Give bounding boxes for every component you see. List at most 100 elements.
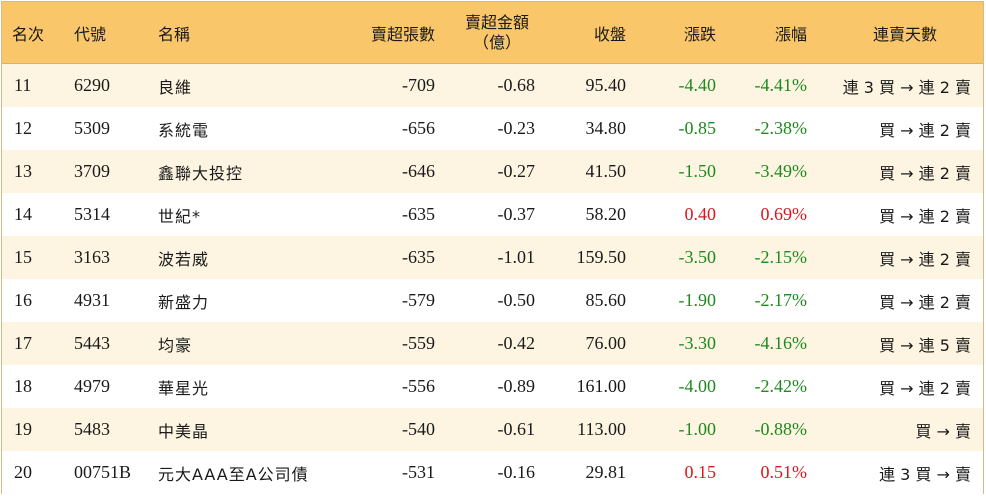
change-pct-cell: -2.15% <box>754 247 808 267</box>
close-cell: 29.81 <box>585 462 627 482</box>
change-pct-cell: -2.38% <box>754 118 808 138</box>
change-pct-cell: -2.42% <box>754 376 808 396</box>
change-pct-cell: -2.17% <box>754 290 808 310</box>
header-change[interactable]: 漲跌 <box>683 24 716 44</box>
close-cell: 95.40 <box>585 75 627 95</box>
header-sell-amount[interactable]: 賣超金額 （億） <box>435 13 535 53</box>
table-row[interactable]: 17 5443 均豪 -559 -0.42 76.00 -3.30 -4.16% 買 → 連 5… <box>2 322 983 365</box>
change-cell: -1.00 <box>678 419 717 439</box>
change-pct-cell: -3.49% <box>754 161 808 181</box>
close-cell: 58.20 <box>585 204 627 224</box>
table-body: 11 6290 良維 -709 -0.68 95.40 -4.40 -4.41% 連 3 買 →… <box>2 64 983 494</box>
name-cell[interactable]: 華星光 <box>158 378 210 398</box>
name-cell[interactable]: 均豪 <box>158 335 193 355</box>
change-pct-cell: -4.41% <box>754 75 808 95</box>
change-cell: -1.90 <box>678 290 717 310</box>
rank-cell: 17 <box>14 333 32 353</box>
sell-qty-cell: -709 <box>402 75 435 95</box>
header-sell-streak[interactable]: 連賣天數 <box>872 24 937 44</box>
sell-streak-cell: 買 → 連 2 賣 <box>879 163 971 183</box>
code-cell[interactable]: 4931 <box>74 290 110 310</box>
sell-qty-cell: -559 <box>402 333 435 353</box>
sell-amount-cell: -1.01 <box>497 247 536 267</box>
name-cell[interactable]: 新盛力 <box>158 292 210 312</box>
code-cell[interactable]: 5443 <box>74 333 110 353</box>
header-name[interactable]: 名稱 <box>158 24 191 44</box>
name-cell[interactable]: 世紀* <box>158 206 202 226</box>
table-header: 名次 代號 名稱 賣超張數 賣超金額 （億） 收盤 漲跌 漲幅 連賣天數 <box>2 2 983 64</box>
table-row[interactable]: 13 3709 鑫聯大投控 -646 -0.27 41.50 -1.50 -3.49% 買 → … <box>2 150 983 193</box>
name-cell[interactable]: 系統電 <box>158 120 210 140</box>
table-row[interactable]: 15 3163 波若威 -635 -1.01 159.50 -3.50 -2.15% 買 → 連… <box>2 236 983 279</box>
sell-qty-cell: -531 <box>402 462 435 482</box>
code-cell[interactable]: 3163 <box>74 247 110 267</box>
sell-qty-cell: -556 <box>402 376 435 396</box>
change-cell: 0.15 <box>684 462 717 482</box>
sell-amount-cell: -0.68 <box>497 75 536 95</box>
sell-streak-cell: 買 → 連 2 賣 <box>879 292 971 312</box>
sell-qty-cell: -635 <box>402 247 435 267</box>
table-row[interactable]: 19 5483 中美晶 -540 -0.61 113.00 -1.00 -0.88% 買 → 賣 <box>2 408 983 451</box>
change-cell: -3.50 <box>678 247 717 267</box>
header-sell-qty[interactable]: 賣超張數 <box>370 24 435 44</box>
table-row[interactable]: 20 00751B 元大AAA至A公司債 -531 -0.16 29.81 0.15 0.51… <box>2 451 983 494</box>
name-cell[interactable]: 鑫聯大投控 <box>158 163 244 183</box>
code-cell[interactable]: 3709 <box>74 161 110 181</box>
change-pct-cell: 0.69% <box>760 204 808 224</box>
rank-cell: 15 <box>14 247 32 267</box>
table-row[interactable]: 18 4979 華星光 -556 -0.89 161.00 -4.00 -2.42% 買 → 連… <box>2 365 983 408</box>
header-change-pct[interactable]: 漲幅 <box>774 24 807 44</box>
rank-cell: 19 <box>14 419 32 439</box>
code-cell[interactable]: 00751B <box>74 462 132 482</box>
change-pct-cell: -4.16% <box>754 333 808 353</box>
rank-cell: 13 <box>14 161 32 181</box>
sell-streak-cell: 買 → 賣 <box>915 421 971 441</box>
change-cell: -1.50 <box>678 161 717 181</box>
table-row[interactable]: 16 4931 新盛力 -579 -0.50 85.60 -1.90 -2.17% 買 → 連 … <box>2 279 983 322</box>
code-cell[interactable]: 5309 <box>74 118 110 138</box>
code-cell[interactable]: 6290 <box>74 75 110 95</box>
header-code[interactable]: 代號 <box>74 24 107 44</box>
sell-amount-cell: -0.16 <box>497 462 536 482</box>
code-cell[interactable]: 5483 <box>74 419 110 439</box>
code-cell[interactable]: 4979 <box>74 376 110 396</box>
change-pct-cell: -0.88% <box>754 419 808 439</box>
rank-cell: 18 <box>14 376 32 396</box>
sell-streak-cell: 買 → 連 5 賣 <box>879 335 971 355</box>
change-cell: 0.40 <box>684 204 717 224</box>
code-cell[interactable]: 5314 <box>74 204 110 224</box>
sell-streak-cell: 買 → 連 2 賣 <box>879 249 971 269</box>
close-cell: 76.00 <box>585 333 627 353</box>
name-cell[interactable]: 良維 <box>158 77 193 97</box>
change-cell: -4.00 <box>678 376 717 396</box>
rank-cell: 12 <box>14 118 32 138</box>
sell-qty-cell: -656 <box>402 118 435 138</box>
sell-qty-cell: -635 <box>402 204 435 224</box>
header-sell-amount-line1: 賣超金額 <box>464 12 529 32</box>
sell-qty-cell: -646 <box>402 161 435 181</box>
sell-amount-cell: -0.50 <box>497 290 536 310</box>
sell-amount-cell: -0.23 <box>497 118 536 138</box>
header-close[interactable]: 收盤 <box>593 24 626 44</box>
table-row[interactable]: 11 6290 良維 -709 -0.68 95.40 -4.40 -4.41% 連 3 買 →… <box>2 64 983 107</box>
rank-cell: 20 <box>14 462 32 482</box>
sell-streak-cell: 買 → 連 2 賣 <box>879 206 971 226</box>
name-cell[interactable]: 中美晶 <box>158 421 210 441</box>
change-cell: -0.85 <box>678 118 717 138</box>
name-cell[interactable]: 元大AAA至A公司債 <box>158 464 309 484</box>
header-sell-amount-line2: （億） <box>472 32 521 52</box>
rank-cell: 16 <box>14 290 32 310</box>
name-cell[interactable]: 波若威 <box>158 249 210 269</box>
close-cell: 159.50 <box>576 247 627 267</box>
table-row[interactable]: 12 5309 系統電 -656 -0.23 34.80 -0.85 -2.38% 買 → 連 … <box>2 107 983 150</box>
sell-qty-cell: -579 <box>402 290 435 310</box>
sell-streak-cell: 買 → 連 2 賣 <box>879 378 971 398</box>
sell-streak-cell: 連 3 買 → 連 2 賣 <box>842 77 971 97</box>
header-rank[interactable]: 名次 <box>12 24 45 44</box>
sell-amount-cell: -0.61 <box>497 419 536 439</box>
change-cell: -4.40 <box>678 75 717 95</box>
table-row[interactable]: 14 5314 世紀* -635 -0.37 58.20 0.40 0.69% 買 → 連 2 … <box>2 193 983 236</box>
close-cell: 41.50 <box>585 161 627 181</box>
close-cell: 113.00 <box>577 419 626 439</box>
